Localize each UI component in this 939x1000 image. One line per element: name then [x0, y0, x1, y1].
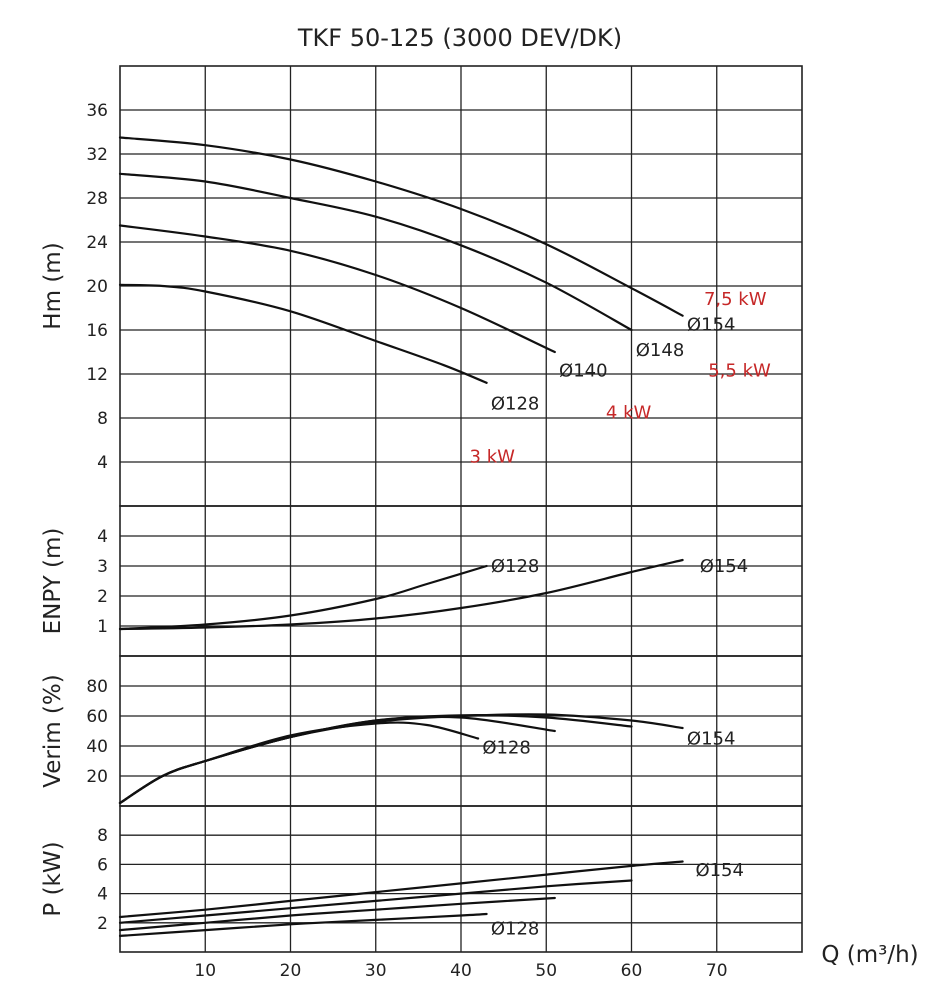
efficiency-curve-d154	[118, 713, 684, 805]
head-curve-label: Ø154	[687, 315, 736, 336]
head-y-tick-label: 4	[97, 453, 108, 473]
head-curve-label: Ø140	[559, 361, 608, 382]
x-tick-label: 70	[706, 961, 728, 981]
chart-title: TKF 50-125 (3000 DEV/DK)	[297, 24, 622, 52]
efficiency-curve-label: Ø128	[482, 738, 531, 759]
head-y-tick-label: 32	[86, 145, 108, 165]
npsh-y-tick-label: 3	[97, 557, 108, 577]
efficiency-curve-label: Ø154	[687, 729, 736, 750]
efficiency-y-axis-label: Verim (%)	[40, 674, 66, 787]
efficiency-y-tick-label: 60	[86, 707, 108, 727]
head-y-tick-label: 12	[86, 365, 108, 385]
head-curve-d140	[118, 224, 556, 354]
npsh-curve-d154	[118, 558, 684, 631]
npsh-y-tick-label: 1	[97, 617, 108, 637]
x-tick-label: 60	[621, 961, 643, 981]
head-curve-d128	[118, 283, 488, 384]
head-y-axis-label: Hm (m)	[40, 242, 66, 329]
power-curve-label: Ø128	[491, 919, 540, 940]
power-curve-d148	[118, 879, 633, 924]
power-y-tick-label: 8	[97, 826, 108, 846]
motor-power-label: 7,5 kW	[704, 289, 767, 310]
efficiency-panel: 20 40 60 80 Verim (%) Ø128 Ø154	[40, 655, 803, 807]
head-y-tick-label: 16	[86, 321, 108, 341]
x-tick-label: 30	[365, 961, 387, 981]
head-y-tick-label: 24	[86, 233, 108, 253]
motor-power-label: 3 kW	[470, 447, 516, 468]
x-tick-label: 40	[450, 961, 472, 981]
npsh-y-tick-label: 2	[97, 587, 108, 607]
power-y-tick-label: 2	[97, 914, 108, 934]
efficiency-y-tick-label: 80	[86, 677, 108, 697]
head-curve-d148	[118, 172, 633, 332]
x-tick-label: 50	[535, 961, 557, 981]
npsh-y-axis-label: ENPY (m)	[40, 528, 66, 635]
power-y-tick-label: 4	[97, 885, 108, 905]
efficiency-curve-d140	[118, 715, 556, 805]
npsh-curve-label: Ø154	[700, 556, 749, 577]
npsh-panel: 1 2 3 4 ENPY (m) Ø128 Ø154	[40, 505, 803, 657]
motor-power-label: 4 kW	[606, 403, 652, 424]
x-tick-label: 20	[280, 961, 302, 981]
head-curve-label: Ø128	[491, 394, 540, 415]
efficiency-y-tick-label: 40	[86, 737, 108, 757]
power-curve-d154	[118, 860, 684, 919]
head-curve-d154	[118, 136, 684, 317]
motor-power-label: 5,5 kW	[708, 361, 771, 382]
head-y-tick-label: 8	[97, 409, 108, 429]
power-curve-label: Ø154	[695, 860, 744, 881]
head-curve-label: Ø148	[636, 340, 685, 361]
npsh-y-tick-label: 4	[97, 527, 108, 547]
x-axis-label: Q (m³/h)	[821, 942, 918, 968]
npsh-curve-d128	[118, 564, 488, 631]
head-y-tick-label: 28	[86, 189, 108, 209]
power-frame	[119, 805, 803, 953]
head-y-tick-label: 36	[86, 101, 108, 121]
efficiency-y-tick-label: 20	[86, 767, 108, 787]
power-curve-d128	[118, 912, 488, 937]
npsh-curve-label: Ø128	[491, 556, 540, 577]
power-panel: 2 4 6 8 P (kW) Ø154 Ø128	[40, 805, 803, 953]
x-tick-label: 10	[194, 961, 216, 981]
x-axis: 10 20 30 40 50 60 70	[194, 961, 727, 981]
power-y-tick-label: 6	[97, 855, 108, 875]
head-y-tick-label: 20	[86, 277, 108, 297]
power-y-axis-label: P (kW)	[40, 841, 66, 916]
efficiency-curve-d128	[118, 721, 480, 805]
power-curve-d140	[118, 896, 556, 932]
